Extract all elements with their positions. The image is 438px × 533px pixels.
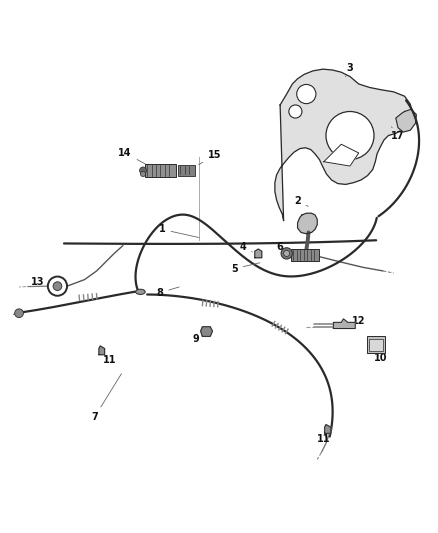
Bar xyxy=(291,249,319,261)
Circle shape xyxy=(140,167,147,174)
Text: 17: 17 xyxy=(391,127,405,141)
Text: 10: 10 xyxy=(374,353,387,363)
Bar xyxy=(145,164,176,177)
Text: 2: 2 xyxy=(294,196,308,206)
Bar xyxy=(177,165,195,176)
Text: 12: 12 xyxy=(348,316,365,327)
Text: 11: 11 xyxy=(317,434,331,444)
Circle shape xyxy=(284,251,290,256)
Circle shape xyxy=(281,248,292,259)
Bar xyxy=(367,336,385,353)
Polygon shape xyxy=(325,425,331,433)
Text: 9: 9 xyxy=(193,333,205,344)
Text: 14: 14 xyxy=(118,148,147,165)
Polygon shape xyxy=(396,109,417,132)
Polygon shape xyxy=(324,144,359,166)
Text: 1: 1 xyxy=(159,224,199,238)
Text: 13: 13 xyxy=(31,277,52,287)
Polygon shape xyxy=(99,346,105,354)
Text: 15: 15 xyxy=(199,150,221,165)
Circle shape xyxy=(14,309,23,318)
Text: 7: 7 xyxy=(91,374,121,422)
Text: 11: 11 xyxy=(103,356,117,365)
Circle shape xyxy=(289,105,302,118)
Ellipse shape xyxy=(136,289,145,294)
Text: 6: 6 xyxy=(277,242,289,253)
Circle shape xyxy=(53,282,62,290)
Text: 4: 4 xyxy=(240,242,252,252)
Polygon shape xyxy=(201,327,212,336)
Circle shape xyxy=(297,84,316,103)
Polygon shape xyxy=(255,249,262,258)
Circle shape xyxy=(326,111,374,159)
Text: 3: 3 xyxy=(346,63,353,77)
Circle shape xyxy=(141,171,146,176)
Polygon shape xyxy=(333,319,355,328)
Polygon shape xyxy=(297,213,317,234)
Circle shape xyxy=(48,277,67,296)
Bar xyxy=(369,339,383,351)
Text: 5: 5 xyxy=(231,263,260,273)
Text: 8: 8 xyxy=(157,287,179,298)
Polygon shape xyxy=(275,69,412,221)
